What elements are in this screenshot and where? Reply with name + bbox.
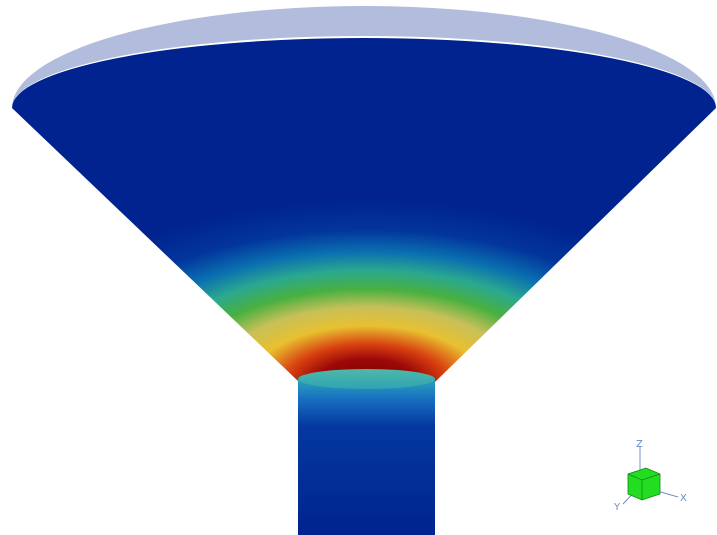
y-label: Y	[613, 502, 621, 513]
funnel-model	[12, 6, 716, 535]
z-label: Z	[636, 439, 643, 450]
triad-cube	[627, 467, 661, 501]
cylinder-top	[298, 369, 435, 389]
cone-rim	[12, 6, 716, 108]
axes-triad: Z X Y	[613, 439, 687, 513]
cylinder	[298, 380, 435, 535]
cone-surface	[12, 38, 716, 394]
x-label: X	[680, 493, 687, 504]
